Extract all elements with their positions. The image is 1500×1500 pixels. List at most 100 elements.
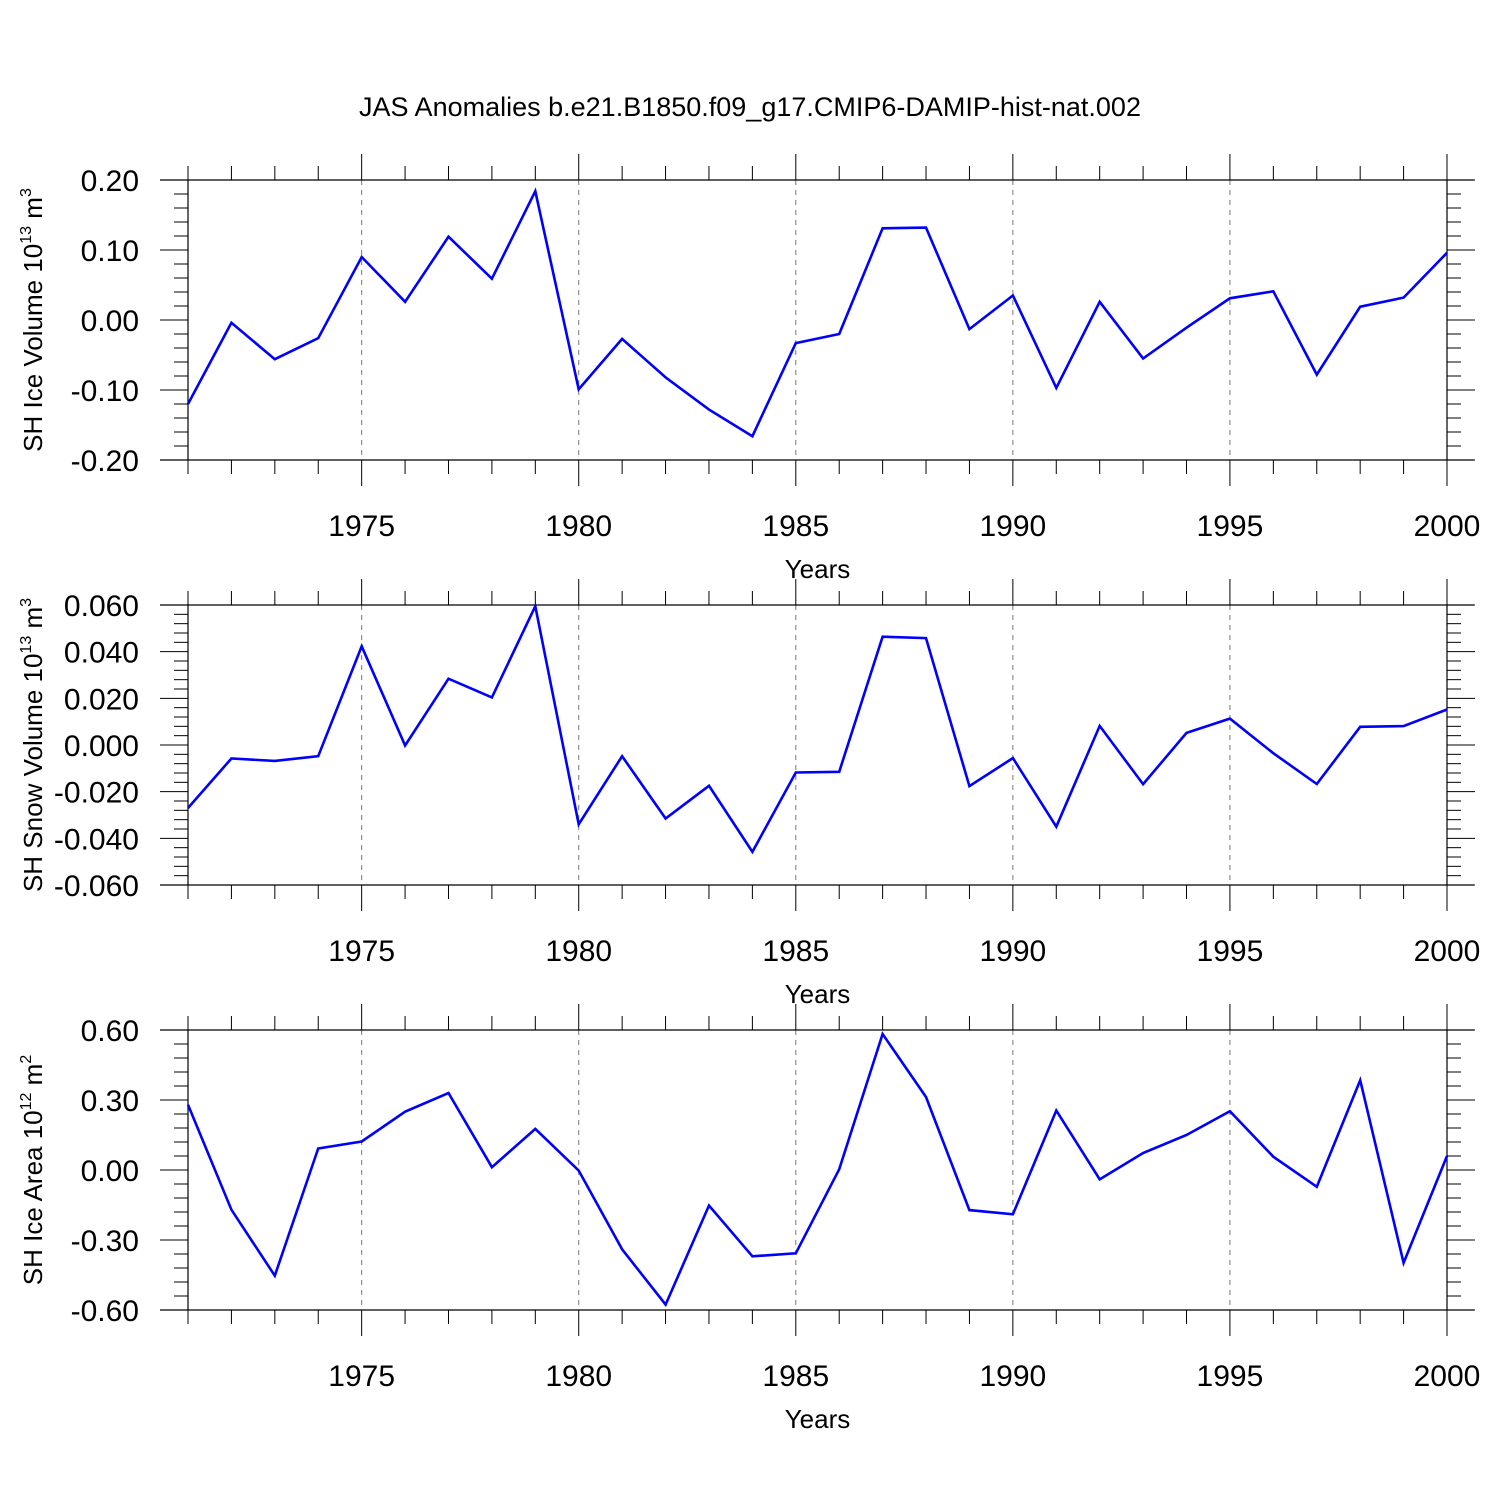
x-tick-label: 2000 — [1414, 510, 1481, 543]
y-tick-label: -0.20 — [71, 445, 139, 478]
x-tick-label: 1990 — [979, 510, 1046, 543]
data-point — [361, 645, 363, 647]
y-tick-label: -0.020 — [54, 777, 139, 810]
data-point — [665, 818, 667, 820]
data-point — [1229, 297, 1231, 299]
data-point — [187, 1104, 189, 1106]
data-point — [447, 236, 449, 238]
data-point — [1446, 709, 1448, 711]
y-axis-label: SH Ice Area 1012 m2 — [18, 1055, 48, 1286]
data-point — [317, 755, 319, 757]
data-point — [404, 301, 406, 303]
data-point — [1099, 725, 1101, 727]
data-point — [665, 1304, 667, 1306]
x-tick-label: 1980 — [545, 935, 612, 968]
y-tick-label: 0.20 — [81, 165, 139, 198]
series-line — [187, 602, 1448, 855]
y-axis-label-ylabel-unit-exponent: 3 — [18, 598, 35, 607]
data-point — [1142, 783, 1144, 785]
data-point — [274, 1275, 276, 1277]
data-point — [665, 376, 667, 378]
x-tick-label: 1985 — [762, 510, 829, 543]
data-point — [578, 823, 580, 825]
y-axis-label-ylabel-exponent: 12 — [18, 1092, 35, 1110]
y-tick-label: 0.020 — [64, 683, 139, 716]
data-point — [361, 1141, 363, 1143]
data-point — [1186, 1134, 1188, 1136]
data-point — [751, 851, 753, 853]
data-point — [317, 1148, 319, 1150]
data-point — [491, 278, 493, 280]
figure-title: JAS Anomalies b.e21.B1850.f09_g17.CMIP6-… — [359, 92, 1141, 122]
y-tick-label: -0.30 — [71, 1225, 139, 1258]
data-point — [578, 1169, 580, 1171]
data-point — [968, 328, 970, 330]
data-point — [1055, 826, 1057, 828]
y-axis-label-space — [18, 219, 48, 226]
x-tick-label: 1980 — [545, 1360, 612, 1393]
data-point — [925, 637, 927, 639]
x-tick-label: 1990 — [979, 935, 1046, 968]
data-point — [1316, 374, 1318, 376]
y-tick-label: -0.60 — [71, 1295, 139, 1328]
data-point — [534, 190, 536, 192]
data-point — [274, 760, 276, 762]
data-point — [1186, 327, 1188, 329]
data-point — [925, 227, 927, 229]
y-axis-label-ylabel-unit-exponent: 2 — [18, 1055, 35, 1064]
data-point — [447, 1092, 449, 1094]
data-point — [795, 772, 797, 774]
x-tick-label: 1985 — [762, 1360, 829, 1393]
y-axis-label-ylabel-unit: m — [18, 607, 48, 629]
data-point — [578, 388, 580, 390]
data-point — [1229, 718, 1231, 720]
data-point — [187, 403, 189, 405]
x-tick-label: 2000 — [1414, 1360, 1481, 1393]
data-point — [187, 807, 189, 809]
y-axis-label-ylabel: SH Snow Volume 10 — [18, 654, 48, 892]
y-axis-label-ylabel-unit: m — [18, 1064, 48, 1086]
y-axis-label-space — [18, 629, 48, 636]
y-axis-label: SH Snow Volume 1013 m3 — [18, 598, 48, 892]
y-tick-label: -0.060 — [54, 870, 139, 903]
data-point — [1229, 1110, 1231, 1112]
chart-panel-3: 1975 1980 1985 1990 1995 2000 Years 0.60 0.30 0.0… — [18, 1004, 1480, 1434]
data-point — [838, 771, 840, 773]
data-point — [882, 636, 884, 638]
data-point — [838, 1168, 840, 1170]
y-axis-label-ylabel-exponent: 13 — [18, 226, 35, 244]
data-point — [882, 1033, 884, 1035]
data-point — [1272, 1156, 1274, 1158]
data-point — [1316, 783, 1318, 785]
data-point — [447, 678, 449, 680]
data-point — [404, 744, 406, 746]
y-tick-label: 0.000 — [64, 730, 139, 763]
data-point — [1099, 301, 1101, 303]
data-point — [1012, 295, 1014, 297]
y-tick-label: -0.040 — [54, 823, 139, 856]
y-tick-label: 0.060 — [64, 590, 139, 623]
series-line — [186, 187, 1448, 439]
data-point — [882, 227, 884, 229]
data-point — [1316, 1186, 1318, 1188]
x-axis-label: Years — [785, 554, 851, 584]
series-line — [186, 1031, 1449, 1308]
data-point — [795, 1252, 797, 1254]
y-tick-label: 0.10 — [81, 235, 139, 268]
data-point — [1446, 1155, 1448, 1157]
data-point — [1359, 726, 1361, 728]
y-axis-label-ylabel: SH Ice Volume 10 — [18, 244, 48, 452]
data-point — [491, 696, 493, 698]
x-tick-label: 1990 — [979, 1360, 1046, 1393]
data-point — [230, 758, 232, 760]
y-tick-label: 0.00 — [81, 1155, 139, 1188]
chart-panel-2: 1975 1980 1985 1990 1995 2000 Years 0.060 0.040 0… — [18, 579, 1480, 1009]
data-point — [1272, 752, 1274, 754]
data-point — [230, 322, 232, 324]
data-point — [1272, 290, 1274, 292]
x-tick-label: 1975 — [328, 935, 395, 968]
data-point — [968, 785, 970, 787]
y-axis-label-ylabel-unit: m — [18, 197, 48, 219]
data-point — [1359, 306, 1361, 308]
